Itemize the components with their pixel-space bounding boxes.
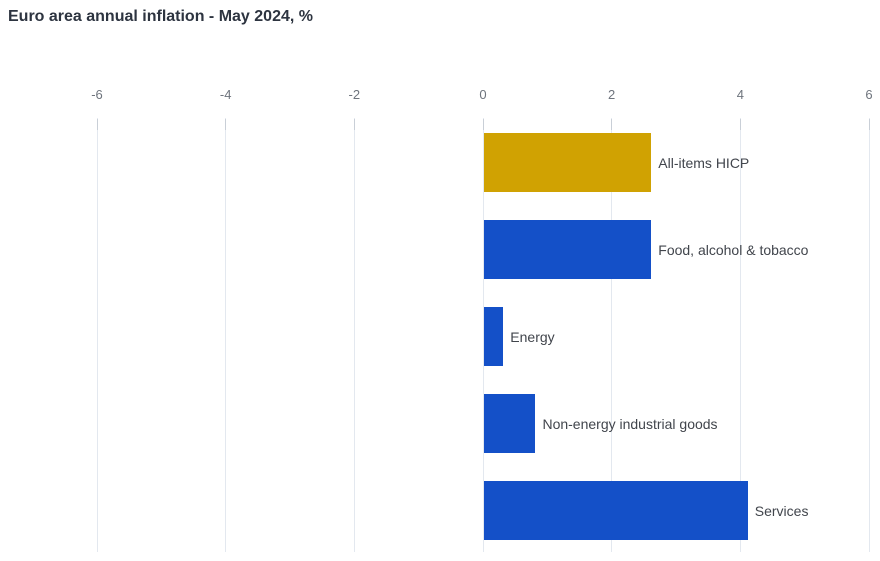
axis-tick: [611, 119, 613, 130]
axis-tick: [353, 119, 355, 130]
axis-tick-label: -2: [348, 87, 361, 102]
bar-label-energy: Energy: [510, 328, 555, 345]
bar-label-food-alcohol-tobacco: Food, alcohol & tobacco: [658, 241, 809, 258]
bar-services: [484, 481, 748, 540]
axis-tick-label: -6: [91, 87, 103, 102]
chart-title: Euro area annual inflation - May 2024, %: [8, 8, 313, 25]
axis-tick: [739, 119, 741, 130]
grid-line: [353, 118, 355, 552]
axis-tick: [96, 119, 98, 130]
bar-label-services: Services: [754, 502, 809, 519]
axis-tick-label: 2: [608, 87, 616, 102]
grid-line: [225, 118, 227, 552]
grid-line: [739, 118, 741, 552]
axis-tick: [225, 119, 227, 130]
grid-line: [868, 118, 870, 552]
axis-tick-label: -4: [219, 87, 232, 102]
grid-line: [96, 118, 98, 552]
bar-label-all-items-hicp: All-items HICP: [658, 154, 750, 171]
axis-tick-label: 6: [865, 87, 873, 102]
bar-energy: [484, 307, 504, 366]
grid-line: [482, 118, 484, 552]
axis-tick-label: 0: [479, 87, 487, 102]
grid-line: [611, 118, 613, 552]
bar-food-alcohol-tobacco: [484, 220, 652, 279]
bar-non-energy-industrial-goods: [484, 394, 536, 453]
axis-tick-label: 4: [736, 87, 744, 102]
axis-tick: [482, 119, 484, 130]
bar-label-non-energy-industrial-goods: Non-energy industrial goods: [542, 415, 718, 432]
bar-all-items-hicp: [484, 133, 652, 192]
axis-tick: [868, 119, 870, 130]
